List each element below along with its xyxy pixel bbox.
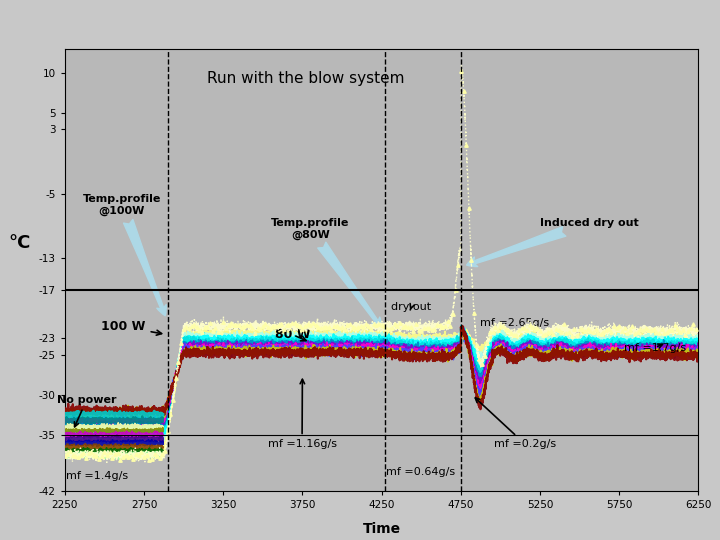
Text: mf =1.4g/s: mf =1.4g/s xyxy=(66,471,128,481)
Text: mf =2.65g/s: mf =2.65g/s xyxy=(480,319,549,328)
Text: dry out: dry out xyxy=(391,302,431,312)
Text: mf =1.16g/s: mf =1.16g/s xyxy=(268,379,336,449)
Text: mf =0.64g/s: mf =0.64g/s xyxy=(387,467,456,477)
Text: Temp.profile
@100W: Temp.profile @100W xyxy=(83,194,166,316)
Text: 80 W: 80 W xyxy=(276,328,311,341)
Text: mf =0.2g/s: mf =0.2g/s xyxy=(475,398,556,449)
Text: mf =1.7g/s: mf =1.7g/s xyxy=(624,342,686,353)
Text: Run with the blow system: Run with the blow system xyxy=(207,71,405,86)
Text: °C: °C xyxy=(9,234,31,252)
Text: 100 W: 100 W xyxy=(102,320,161,335)
Text: Induced dry out: Induced dry out xyxy=(467,218,639,267)
Text: No power: No power xyxy=(57,395,117,427)
Text: Time: Time xyxy=(363,522,400,536)
Text: Temp.profile
@80W: Temp.profile @80W xyxy=(271,218,382,328)
